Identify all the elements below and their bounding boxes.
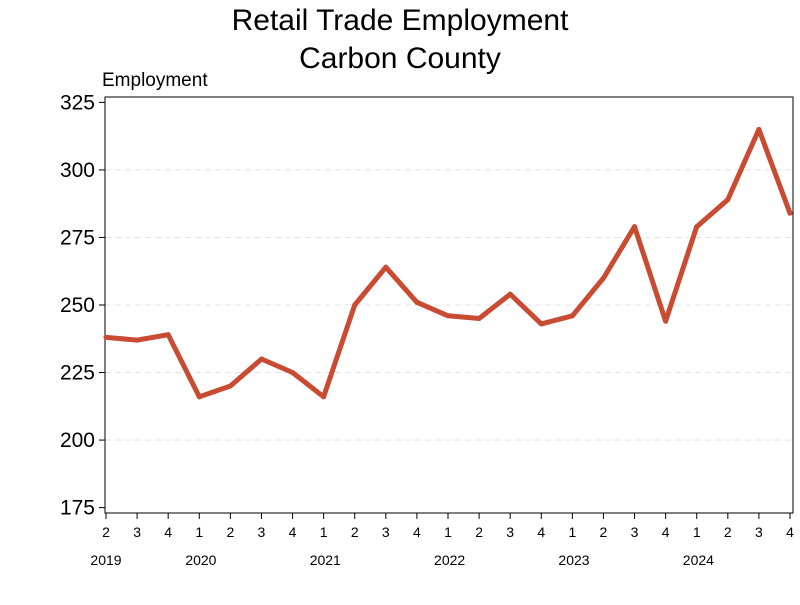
x-tick-label: 1	[444, 524, 452, 540]
x-tick-label: 2	[351, 524, 359, 540]
x-tick-label: 4	[662, 524, 670, 540]
year-label: 2022	[434, 552, 465, 568]
x-tick-label: 2	[724, 524, 732, 540]
chart-title-line-1: Retail Trade Employment	[232, 4, 569, 37]
x-tick-label: 4	[164, 524, 172, 540]
data-point	[134, 337, 140, 343]
data-point	[227, 383, 233, 389]
y-tick-label: 325	[60, 91, 95, 114]
series-layer	[103, 126, 793, 400]
data-point	[383, 264, 389, 270]
year-label: 2019	[90, 552, 121, 568]
x-tick-label: 1	[195, 524, 203, 540]
x-tick-label: 1	[568, 524, 576, 540]
data-point	[290, 370, 296, 376]
data-point	[414, 299, 420, 305]
x-tick-label: 2	[600, 524, 608, 540]
x-tick-label: 3	[631, 524, 639, 540]
year-label: 2023	[558, 552, 589, 568]
x-tick-label: 4	[289, 524, 297, 540]
x-tick-label: 2	[475, 524, 483, 540]
y-tick-label: 275	[60, 226, 95, 249]
data-point	[352, 302, 358, 308]
data-point	[103, 334, 109, 340]
data-point	[196, 394, 202, 400]
x-tick-label: 2	[226, 524, 234, 540]
data-point	[165, 332, 171, 338]
data-point	[756, 126, 762, 132]
x-tick-label: 3	[133, 524, 141, 540]
year-label: 2024	[683, 552, 714, 568]
y-tick-label: 300	[60, 159, 95, 182]
data-point	[445, 313, 451, 319]
data-point	[476, 316, 482, 322]
year-label: 2020	[185, 552, 216, 568]
x-tick-label: 4	[413, 524, 421, 540]
x-tick-label: 2	[102, 524, 110, 540]
data-point	[258, 356, 264, 362]
data-point	[694, 224, 700, 230]
data-point	[663, 318, 669, 324]
x-axis-ticks: 2 3 4 1 2 3 4 1 2 3 4 1 2 3 4 1 2 3 4 1 2 3 4	[102, 513, 794, 540]
x-tick-label: 3	[755, 524, 763, 540]
y-tick-label: 175	[60, 497, 95, 520]
y-axis-label: Employment	[102, 70, 208, 91]
data-point	[538, 321, 544, 327]
data-point	[600, 275, 606, 281]
y-axis-ticks: 175 200 225 250 275 300 325	[60, 91, 105, 520]
x-tick-label: 4	[786, 524, 794, 540]
x-tick-label: 4	[537, 524, 545, 540]
data-point	[569, 313, 575, 319]
y-tick-label: 250	[60, 294, 95, 317]
data-point	[725, 197, 731, 203]
x-tick-label: 3	[258, 524, 266, 540]
data-point	[787, 210, 793, 216]
year-labels: 2019 2020 2021 2022 2023 2024	[90, 552, 714, 568]
x-tick-label: 3	[506, 524, 514, 540]
x-tick-label: 1	[693, 524, 701, 540]
x-tick-label: 1	[320, 524, 328, 540]
x-tick-label: 3	[382, 524, 390, 540]
y-tick-label: 225	[60, 362, 95, 385]
y-tick-label: 200	[60, 429, 95, 452]
chart-title-line-2: Carbon County	[299, 42, 501, 75]
grid-lines	[105, 169, 793, 441]
data-point	[507, 291, 513, 297]
year-label: 2021	[310, 552, 341, 568]
data-point	[321, 394, 327, 400]
data-point	[632, 224, 638, 230]
